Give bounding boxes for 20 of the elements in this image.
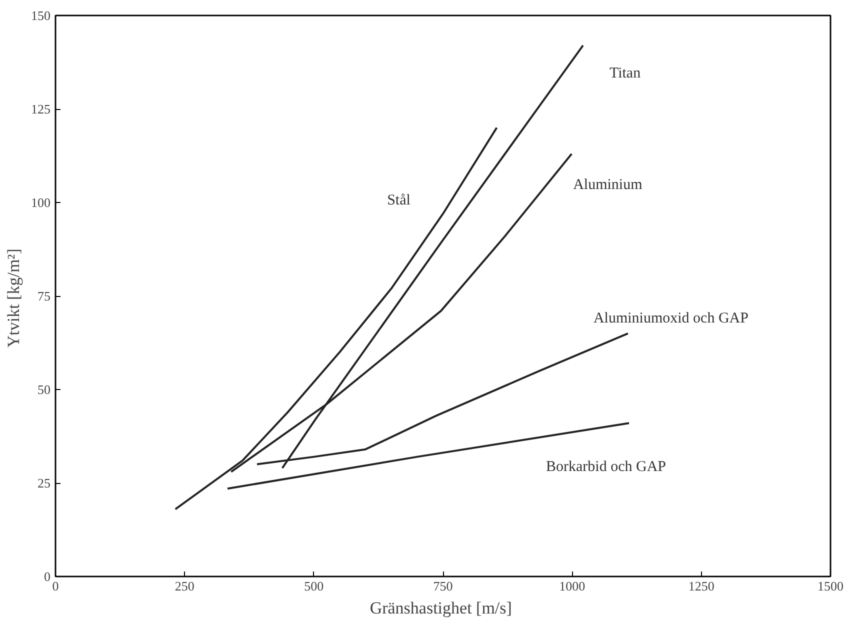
series-label: Stål (387, 192, 410, 209)
x-tick-label: 750 (433, 578, 453, 594)
series-label: Aluminium (573, 176, 643, 193)
y-tick-label: 100 (31, 195, 50, 210)
x-tick-label: 1500 (818, 578, 844, 594)
series-label: Borkarbid och GAP (546, 459, 666, 476)
y-tick-label: 150 (31, 8, 50, 23)
x-axis-title: Gränshastighet [m/s] (370, 598, 512, 618)
y-tick-label: 50 (38, 382, 50, 397)
x-tick-label: 250 (174, 578, 194, 594)
x-tick-label: 1250 (688, 578, 714, 594)
y-tick-label: 0 (44, 569, 50, 584)
x-tick-label: 1000 (559, 578, 586, 594)
x-tick-label: 500 (304, 578, 324, 594)
y-tick-label: 25 (38, 476, 50, 490)
text: Titan (609, 65, 642, 82)
y-tick-label: 75 (38, 288, 50, 304)
y-tick-label: 125 (31, 102, 50, 116)
series-label: Aluminiumoxid och GAP (593, 310, 748, 326)
y-axis-title: Ytvikt [kg/m²] (4, 248, 23, 348)
